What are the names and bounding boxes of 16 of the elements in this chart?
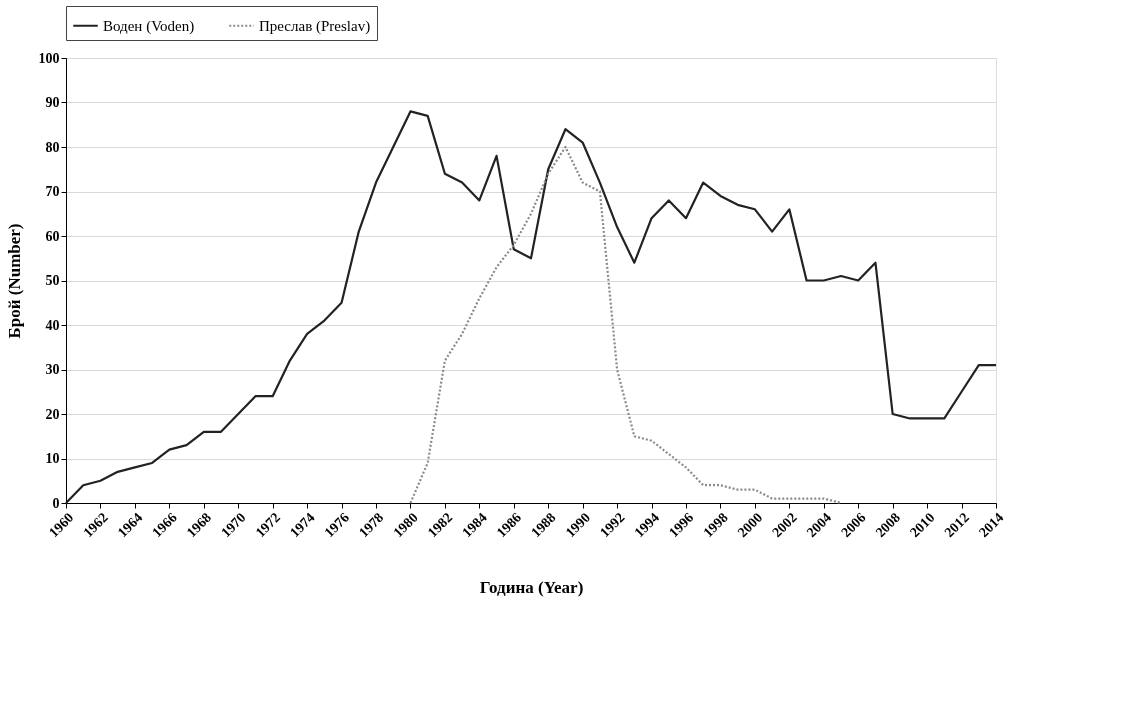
legend-label: Воден (Voden) (103, 17, 195, 35)
y-tick-label: 90 (45, 95, 60, 110)
legend-label: Преслав (Preslav) (259, 17, 371, 35)
y-tick-label: 0 (52, 495, 60, 511)
y-tick-label: 50 (45, 273, 60, 288)
y-axis-title: Брой (Number) (4, 223, 24, 339)
y-tick-label: 100 (38, 50, 60, 66)
y-tick-label: 70 (45, 184, 60, 199)
x-axis-title: Година (Year) (479, 578, 584, 598)
y-tick-label: 60 (45, 228, 60, 244)
y-tick-label: 30 (45, 362, 60, 377)
y-tick-label: 20 (45, 406, 60, 422)
y-tick-label: 10 (45, 451, 60, 466)
line-series (409, 145, 843, 505)
y-tick-label: 40 (45, 317, 60, 333)
y-tick-label: 80 (45, 139, 60, 155)
